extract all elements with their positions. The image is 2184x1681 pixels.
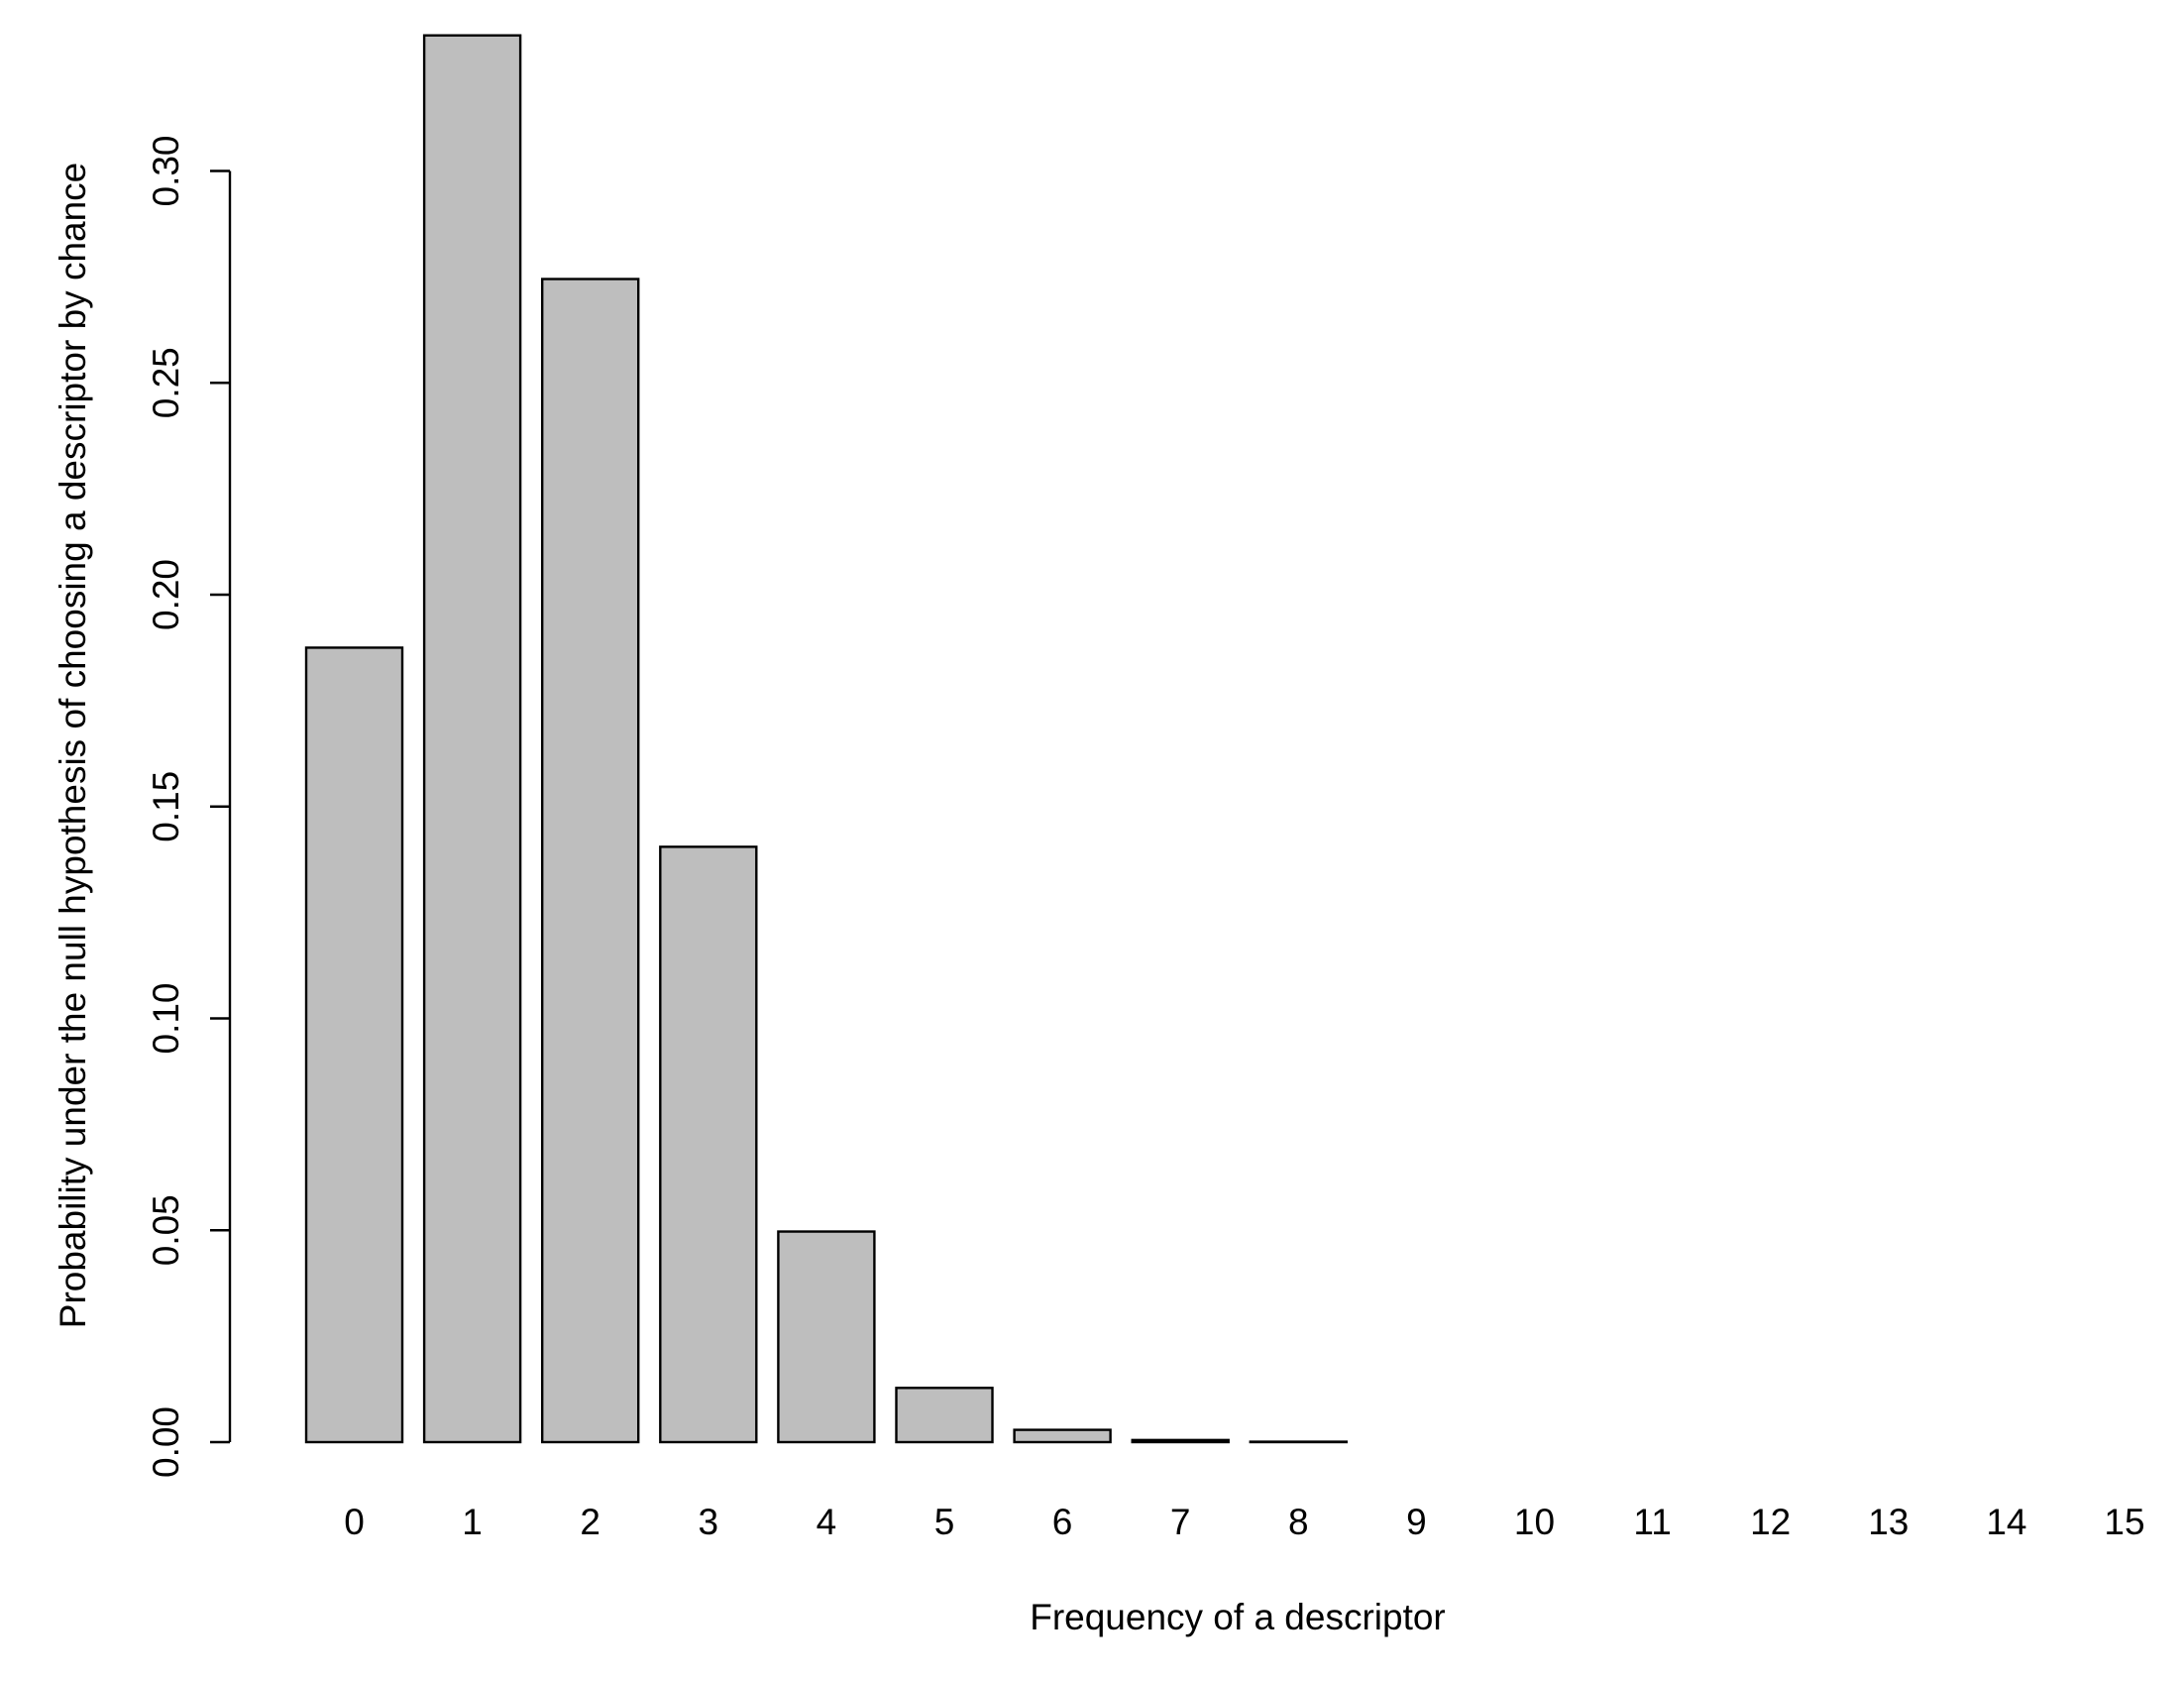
y-tick-label: 0.20	[146, 559, 186, 630]
x-tick-label: 10	[1514, 1502, 1555, 1542]
x-tick-label: 0	[344, 1502, 365, 1542]
x-tick-label: 5	[934, 1502, 955, 1542]
y-tick-label: 0.25	[146, 347, 186, 418]
x-tick-label: 8	[1288, 1502, 1309, 1542]
bar-4	[777, 1230, 876, 1444]
y-tick-label: 0.30	[146, 135, 186, 206]
y-tick-label: 0.05	[146, 1194, 186, 1266]
x-axis-tick-labels: 0 1 2 3 4 5 6 7 8 9 10 11 12 13 14 15	[344, 1502, 2144, 1542]
bar-0	[304, 646, 404, 1444]
bar-2	[541, 278, 640, 1444]
x-axis-title: Frequency of a descriptor	[1030, 1597, 1446, 1637]
y-axis: 0.00 0.05 0.10 0.15 0.20 0.25 0.30	[146, 135, 232, 1478]
bar-3	[659, 845, 758, 1444]
x-tick-label: 2	[580, 1502, 601, 1542]
x-tick-label: 14	[1986, 1502, 2026, 1542]
x-tick-label: 6	[1052, 1502, 1073, 1542]
x-tick-label: 1	[462, 1502, 483, 1542]
bar-1	[422, 34, 522, 1444]
x-tick-label: 9	[1406, 1502, 1427, 1542]
y-tick-label: 0.15	[146, 771, 186, 842]
x-tick-label: 12	[1750, 1502, 1791, 1542]
bar-5	[895, 1387, 994, 1444]
bar-7	[1131, 1438, 1230, 1444]
x-tick-label: 11	[1633, 1502, 1671, 1542]
x-tick-label: 4	[817, 1502, 837, 1542]
bar-6	[1013, 1428, 1112, 1444]
x-tick-label: 3	[699, 1502, 719, 1542]
x-tick-label: 15	[2104, 1502, 2144, 1542]
y-tick-label: 0.10	[146, 982, 186, 1054]
x-tick-label: 13	[1868, 1502, 1909, 1542]
bars	[304, 34, 1349, 1444]
x-tick-label: 7	[1170, 1502, 1191, 1542]
y-axis-title: Probability under the null hypothesis of…	[53, 163, 93, 1328]
y-tick-label: 0.00	[146, 1406, 186, 1478]
